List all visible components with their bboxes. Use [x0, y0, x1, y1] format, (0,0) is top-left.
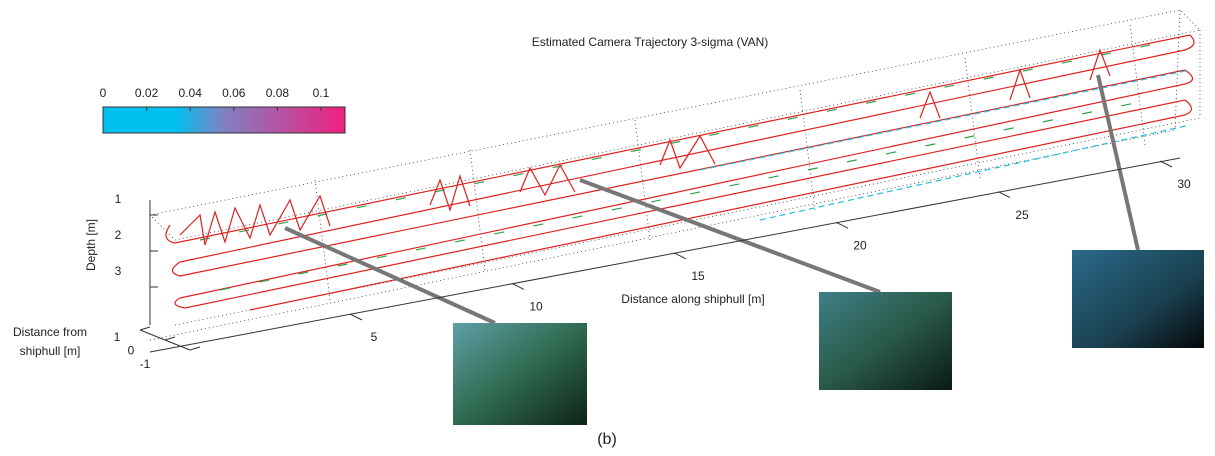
colorbar-tick-label: 0.06 [222, 86, 246, 100]
y-tick [190, 347, 200, 350]
x-axis-line [150, 158, 1180, 352]
y-tick [165, 337, 175, 340]
x-tick [836, 222, 848, 228]
colorbar-tick-label: 0.1 [313, 86, 330, 100]
y-tick-label: 0 [128, 344, 135, 358]
y-tick [140, 327, 150, 330]
z-tick-label: 1 [115, 192, 122, 206]
x-tick-label: 5 [371, 330, 378, 344]
chart-title: Estimated Camera Trajectory 3-sigma (VAN… [532, 35, 769, 49]
x-tick-label: 15 [691, 269, 705, 283]
x-tick [1160, 161, 1172, 167]
colorbar [103, 107, 345, 133]
trajectory [166, 35, 1194, 310]
colorbar-tick-label: 0.04 [179, 86, 203, 100]
caption: (b) [597, 431, 617, 448]
z-tick-label: 3 [115, 264, 122, 278]
y-tick-label: -1 [140, 357, 151, 371]
z-axis-label: Depth [m] [84, 219, 98, 271]
x-tick-label: 30 [1177, 177, 1191, 191]
z-tick-label: 2 [115, 228, 122, 242]
x-tick-label: 10 [529, 300, 543, 314]
x-tick [350, 314, 362, 320]
colorbar-tick-label: 0.02 [135, 86, 159, 100]
x-tick [998, 192, 1010, 198]
y-tick-label: 1 [114, 330, 121, 344]
x-tick-label: 25 [1015, 208, 1029, 222]
y-axis-label: Distance from [13, 325, 87, 339]
x-axis-label: Distance along shiphull [m] [621, 292, 764, 306]
colorbar-tick-label: 0.08 [266, 86, 290, 100]
y-axis-label: shiphull [m] [20, 344, 81, 358]
x-tick-label: 20 [853, 238, 867, 252]
photo-callouts [285, 75, 1204, 425]
figure: Estimated Camera Trajectory 3-sigma (VAN… [0, 0, 1215, 456]
colorbar-tick-label: 0 [100, 86, 107, 100]
x-tick [512, 283, 524, 289]
x-tick [674, 253, 686, 259]
